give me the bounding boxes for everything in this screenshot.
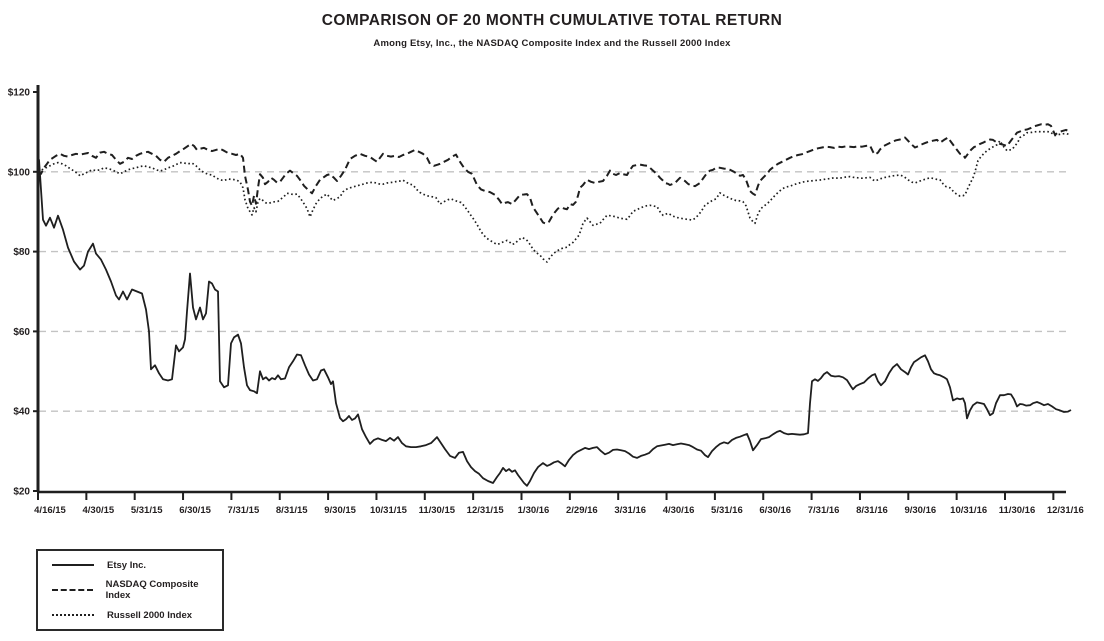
dotted-line-swatch: [52, 614, 94, 616]
y-tick-label: $80: [13, 247, 30, 258]
legend-label: Etsy Inc.: [107, 559, 147, 571]
y-tick-label: $20: [13, 487, 30, 498]
dashed-line-swatch: [52, 589, 93, 591]
x-tick-label: 6/30/15: [179, 505, 211, 516]
chart-title: COMPARISON OF 20 MONTH CUMULATIVE TOTAL …: [321, 12, 783, 29]
x-tick-label: 1/30/16: [518, 505, 550, 516]
x-tick-label: 12/31/15: [467, 505, 505, 516]
solid-line-swatch: [52, 564, 94, 566]
x-tick-label: 7/31/16: [808, 505, 840, 516]
chart-subtitle: Among Etsy, Inc., the NASDAQ Composite I…: [373, 38, 731, 49]
x-tick-label: 5/31/15: [131, 505, 163, 516]
legend-item-etsy: Etsy Inc.: [52, 560, 222, 571]
legend-label: NASDAQ Composite Index: [105, 579, 199, 601]
y-tick-label: $40: [13, 407, 30, 418]
x-tick-label: 8/31/15: [276, 505, 308, 516]
x-tick-label: 4/30/15: [82, 505, 114, 516]
series-solid: [37, 158, 1072, 487]
x-tick-label: 7/31/15: [228, 505, 260, 516]
x-tick-label: 2/29/16: [566, 505, 598, 516]
x-tick-label: 12/31/16: [1047, 505, 1084, 516]
x-tick-label: 11/30/16: [999, 505, 1035, 516]
series-dashed: [37, 123, 1071, 225]
y-tick-label: $120: [8, 88, 31, 99]
legend-label: Russell 2000 Index: [107, 609, 193, 621]
series-dotted: [37, 130, 1071, 263]
x-tick-label: 11/30/15: [419, 505, 456, 516]
x-tick-label: 9/30/15: [324, 505, 356, 516]
x-tick-label: 9/30/16: [904, 505, 936, 516]
x-tick-label: 6/30/16: [759, 505, 791, 516]
legend-item-nasdaq: NASDAQ Composite Index: [52, 579, 222, 601]
x-tick-label: 4/16/15: [34, 505, 66, 516]
x-tick-label: 4/30/16: [663, 505, 695, 516]
legend-item-russell: Russell 2000 Index: [52, 610, 222, 621]
legend: Etsy Inc. NASDAQ Composite Index Russell…: [36, 549, 224, 631]
y-tick-label: $100: [8, 167, 31, 178]
x-tick-label: 8/31/16: [856, 505, 888, 516]
x-tick-label: 10/31/16: [950, 505, 987, 516]
x-tick-label: 3/31/16: [614, 505, 646, 516]
x-tick-label: 5/31/16: [711, 505, 743, 516]
y-tick-label: $60: [13, 327, 30, 338]
x-tick-label: 10/31/15: [370, 505, 408, 516]
